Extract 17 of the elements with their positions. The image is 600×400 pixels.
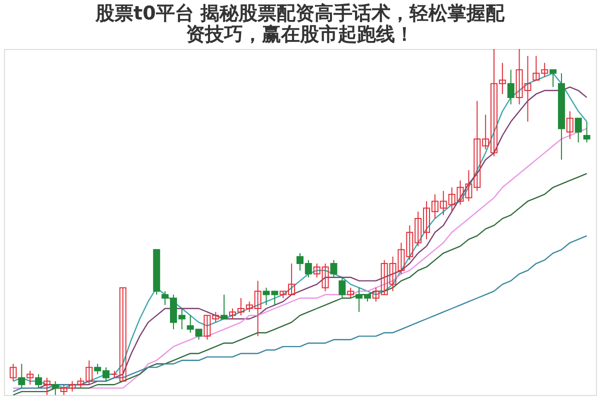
candlestick — [507, 69, 514, 105]
candlestick — [338, 276, 346, 299]
candlestick — [119, 287, 126, 382]
candlestick — [26, 370, 34, 386]
chart-title: 股票t0平台 揭秘股票配资高手话术，轻松掌握配资技巧，赢在股市起跑线！ — [94, 2, 506, 46]
candlestick — [347, 287, 354, 299]
candlestick — [10, 363, 17, 382]
candlestick — [550, 69, 557, 88]
candlestick — [330, 260, 338, 278]
candlestick — [35, 374, 42, 389]
candlestick — [574, 118, 582, 143]
candlestick — [583, 121, 590, 143]
candlestick — [566, 110, 574, 140]
candlestick — [52, 380, 59, 396]
candlestick — [18, 363, 26, 389]
candlestick — [220, 294, 228, 320]
candlestick — [43, 377, 50, 396]
